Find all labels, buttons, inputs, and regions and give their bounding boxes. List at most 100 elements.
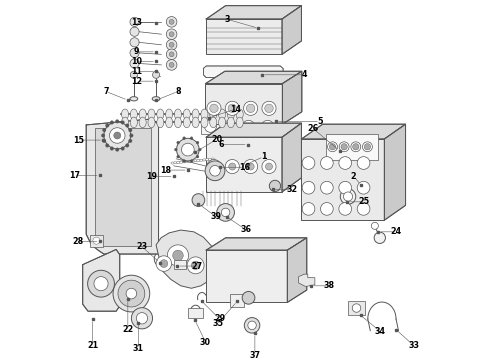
Ellipse shape xyxy=(157,117,164,128)
Circle shape xyxy=(121,147,124,150)
Circle shape xyxy=(357,203,370,215)
Bar xyxy=(188,308,203,318)
Circle shape xyxy=(244,101,258,115)
Polygon shape xyxy=(298,274,315,287)
Circle shape xyxy=(320,157,333,169)
Circle shape xyxy=(174,148,177,151)
Circle shape xyxy=(172,250,183,261)
Circle shape xyxy=(328,142,338,152)
Circle shape xyxy=(105,124,109,127)
Circle shape xyxy=(302,203,315,215)
Circle shape xyxy=(104,122,131,149)
Text: 5: 5 xyxy=(318,117,323,126)
Circle shape xyxy=(210,166,220,176)
Ellipse shape xyxy=(227,117,234,128)
Circle shape xyxy=(217,204,234,221)
Circle shape xyxy=(177,141,179,144)
Ellipse shape xyxy=(122,117,128,128)
Ellipse shape xyxy=(174,109,181,120)
Ellipse shape xyxy=(199,159,203,161)
Polygon shape xyxy=(203,66,283,78)
Ellipse shape xyxy=(166,117,172,128)
Circle shape xyxy=(262,159,276,174)
Text: 7: 7 xyxy=(103,87,109,96)
Circle shape xyxy=(207,159,221,174)
Circle shape xyxy=(160,260,168,267)
Ellipse shape xyxy=(210,109,217,120)
Circle shape xyxy=(320,181,333,194)
Bar xyxy=(326,134,378,160)
Circle shape xyxy=(266,163,272,170)
Ellipse shape xyxy=(236,109,243,120)
Polygon shape xyxy=(282,71,302,124)
Circle shape xyxy=(166,60,177,70)
Polygon shape xyxy=(301,124,406,139)
Circle shape xyxy=(190,137,193,140)
Text: 2: 2 xyxy=(351,172,357,181)
Circle shape xyxy=(169,42,174,47)
Ellipse shape xyxy=(205,158,209,161)
Polygon shape xyxy=(95,129,151,246)
Circle shape xyxy=(88,270,115,297)
Text: 23: 23 xyxy=(136,242,147,251)
Circle shape xyxy=(116,148,119,151)
Circle shape xyxy=(130,48,139,58)
Text: 31: 31 xyxy=(133,345,144,354)
Text: 29: 29 xyxy=(214,315,225,324)
Ellipse shape xyxy=(194,160,197,162)
Ellipse shape xyxy=(192,109,199,120)
Circle shape xyxy=(126,288,137,299)
Text: 36: 36 xyxy=(241,225,251,234)
Polygon shape xyxy=(206,238,307,250)
Text: 26: 26 xyxy=(308,124,319,133)
Ellipse shape xyxy=(176,161,180,163)
Text: 6: 6 xyxy=(219,140,224,149)
Text: 1: 1 xyxy=(261,152,267,161)
Polygon shape xyxy=(206,123,301,137)
Circle shape xyxy=(187,257,204,274)
Circle shape xyxy=(168,245,189,266)
Circle shape xyxy=(166,17,177,27)
Text: 11: 11 xyxy=(131,67,142,76)
Circle shape xyxy=(102,139,106,143)
Ellipse shape xyxy=(139,109,146,120)
Circle shape xyxy=(110,121,114,124)
Circle shape xyxy=(121,121,124,124)
Circle shape xyxy=(228,104,237,113)
Circle shape xyxy=(371,222,378,229)
Circle shape xyxy=(204,120,217,132)
Ellipse shape xyxy=(236,117,243,128)
Circle shape xyxy=(246,104,255,113)
Ellipse shape xyxy=(197,159,200,162)
Circle shape xyxy=(247,163,254,170)
Circle shape xyxy=(205,161,225,181)
Polygon shape xyxy=(86,119,159,254)
Circle shape xyxy=(105,144,109,147)
Circle shape xyxy=(130,59,139,68)
Circle shape xyxy=(196,141,199,144)
Circle shape xyxy=(357,181,370,194)
Text: 24: 24 xyxy=(391,227,402,236)
Ellipse shape xyxy=(148,109,155,120)
Text: 19: 19 xyxy=(146,172,157,181)
Circle shape xyxy=(136,312,147,324)
Polygon shape xyxy=(205,71,302,84)
Text: 37: 37 xyxy=(249,351,260,360)
Ellipse shape xyxy=(211,158,215,160)
Circle shape xyxy=(225,159,239,174)
Circle shape xyxy=(248,321,256,329)
Polygon shape xyxy=(206,6,301,19)
Circle shape xyxy=(183,137,186,140)
Circle shape xyxy=(352,304,361,312)
Circle shape xyxy=(320,203,333,215)
Circle shape xyxy=(101,134,105,137)
Circle shape xyxy=(116,120,119,123)
Ellipse shape xyxy=(191,160,195,162)
Ellipse shape xyxy=(188,160,192,162)
Text: 4: 4 xyxy=(301,70,307,79)
Circle shape xyxy=(245,318,260,333)
Circle shape xyxy=(110,147,114,150)
Circle shape xyxy=(156,256,172,271)
Circle shape xyxy=(169,62,174,67)
Ellipse shape xyxy=(174,117,181,128)
